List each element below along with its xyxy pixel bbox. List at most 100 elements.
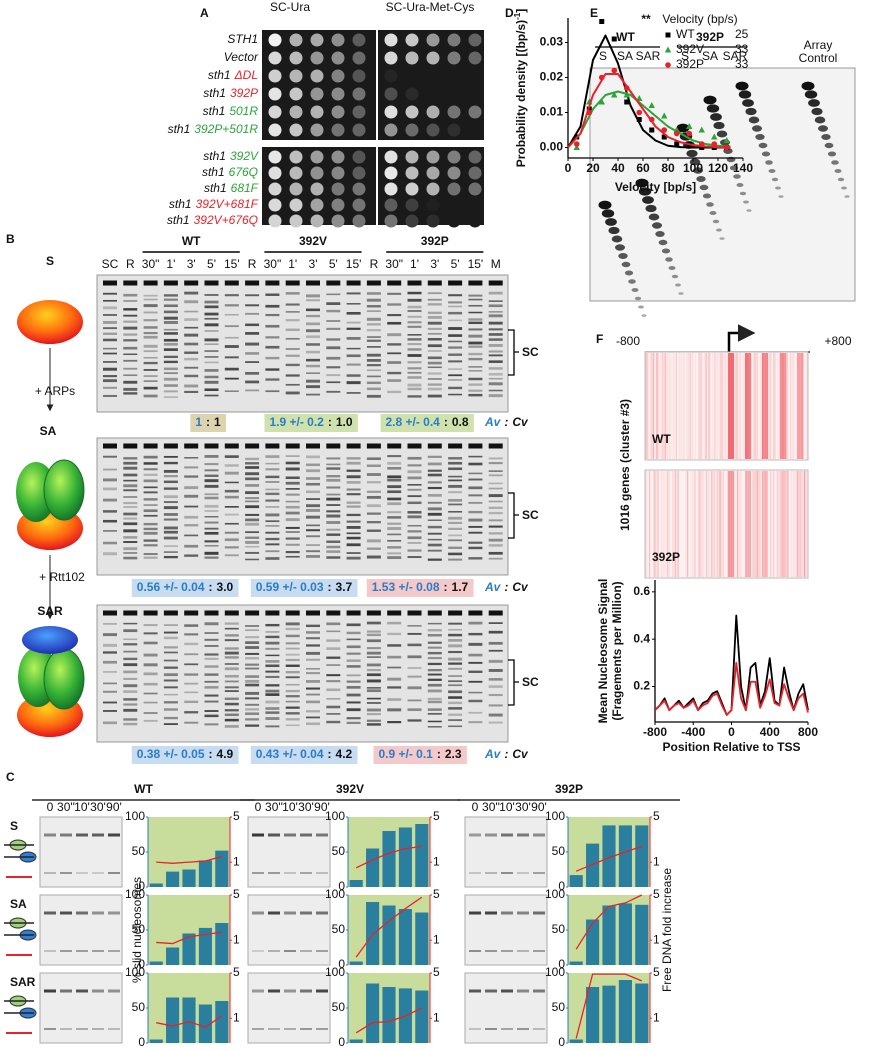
key-cv: Cv [512,415,529,429]
y-label-end: ] [514,9,528,13]
ladder-band [837,177,845,182]
plate [378,30,484,140]
spot [426,105,440,119]
point [686,123,693,129]
group-header: WT [616,30,635,44]
y-tick-label: 100 [325,809,345,823]
allele: 392V+681F [196,197,259,211]
ratio-box [366,579,474,597]
ratio-cv: 4.2 [336,747,353,761]
heat-stripe [728,353,734,459]
fold-line [575,973,643,1039]
ratio-sep: : [444,580,448,594]
ratio-cv: 3.0 [217,580,234,594]
ratio-box [264,414,358,432]
ladder-band [733,174,741,179]
ratio-sep: : [328,747,332,761]
ladder-band [671,274,679,279]
spot [405,123,419,137]
x-tick-label: 20 [586,161,600,175]
ratio: 2.8 +/- 0.4:0.8 [385,415,468,429]
ladder-band [615,244,625,251]
gene: sth1 [167,213,190,227]
gel [39,972,123,1044]
spot [405,166,419,180]
bar [182,869,196,887]
point [636,95,643,101]
ratio: 0.38 +/- 0.05:4.9 [137,747,234,761]
spot [268,123,282,137]
ladder-band [729,165,739,171]
y-axis-label: (Fragements per Million) [610,581,624,720]
ladder-band [678,292,684,295]
allele: 392P+501R [194,122,258,136]
spot [447,214,461,228]
spot [289,214,303,228]
bar [182,997,196,1043]
ratio-av: 0.59 +/- 0.03 [256,580,324,594]
ladder-band [768,169,776,173]
spot [447,69,461,83]
spot [447,33,461,47]
spot [352,150,366,164]
heat-stripe [797,471,803,577]
step-label: + Rtt102 [39,570,85,584]
lane-label: M [491,257,501,271]
ladder-band [628,279,636,284]
lane-label: SAR [636,49,661,63]
ladder-band [658,239,668,246]
point [573,141,580,147]
bar [415,824,429,887]
key-sep: : [504,580,508,594]
range-label: +800 [824,334,851,348]
ladder-band [693,167,703,174]
lane-label: 10' [499,800,515,814]
x-tick-label: 0 [565,161,572,175]
bar [569,875,583,887]
spot [289,198,303,212]
ladder-band [631,288,639,292]
strain-label: sth1 ΔDL [208,68,258,82]
group-header: 392P [555,782,583,796]
ratio-box [131,746,239,764]
x-tick-label: 0 [728,725,735,739]
gel [39,894,123,966]
row-label: SAR [10,975,36,989]
y-tick-label: 0 [138,879,145,893]
lane-label: 1' [166,257,175,271]
bar [198,927,212,965]
bar [149,883,163,887]
spot [405,87,419,101]
point [711,141,718,147]
lane-label: 30' [515,800,531,814]
gel [589,67,856,302]
point [598,98,605,105]
x-tick-label: 100 [683,161,703,175]
plate [262,30,376,140]
heat-stripe [728,471,734,577]
signal-line [654,661,809,716]
gel [464,894,548,966]
ladder-band [824,142,834,149]
spot [268,51,282,65]
bar [586,919,600,965]
spot [331,105,345,119]
ladder-band [743,200,749,204]
ratio-cv: 3.7 [336,580,353,594]
panel-label: B [6,232,15,246]
ratio-cv: 4.9 [217,747,234,761]
heat-stripe [745,471,751,577]
y2-tick-label: 1 [233,854,240,868]
lane-label: SA [617,49,633,63]
ladder-band [638,187,652,196]
point [661,134,667,140]
spot [331,198,345,212]
ladder-band [844,195,850,198]
point [673,130,680,137]
y2-tick-label: 5 [653,965,660,979]
ladder-band [652,222,662,229]
lane-label: R [370,257,379,271]
spot [268,69,282,83]
y-tick-label: 50 [552,922,566,936]
ladder-band [611,235,623,243]
